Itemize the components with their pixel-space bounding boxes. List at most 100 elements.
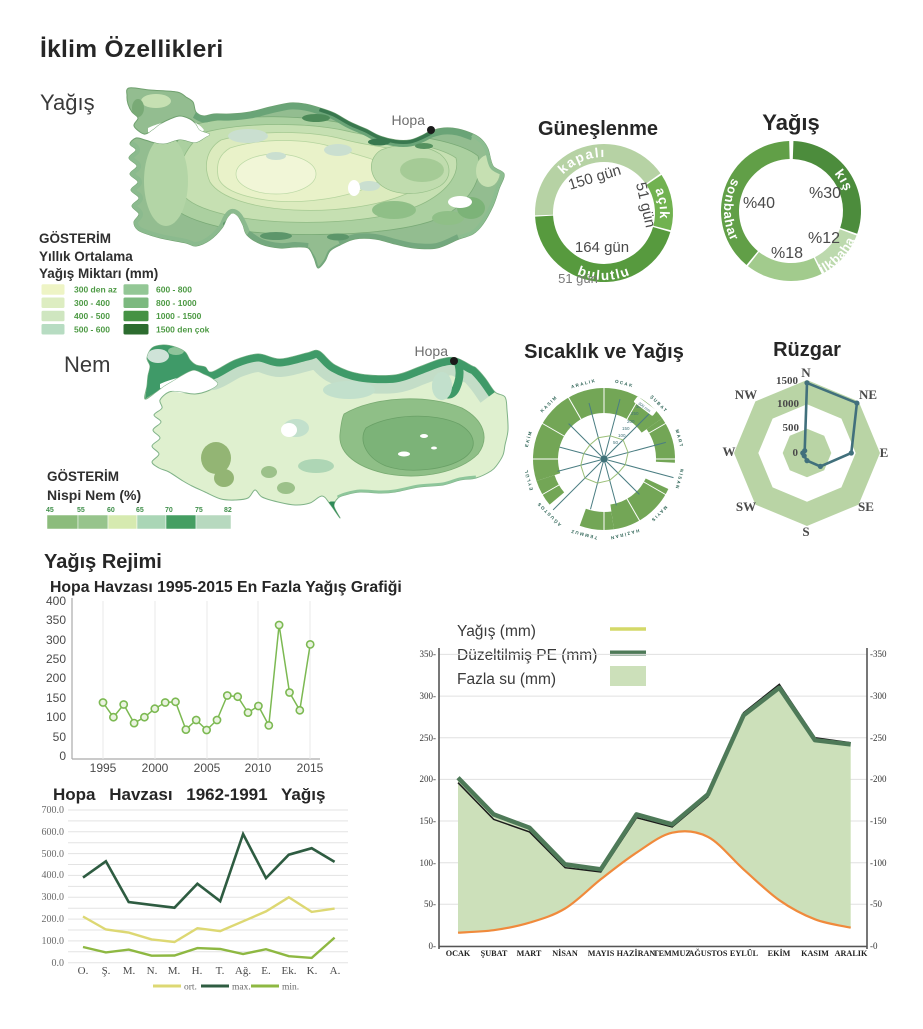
svg-text:250: 250 [46,652,66,666]
svg-text:EYLÜL: EYLÜL [730,949,759,958]
svg-text:EKİM: EKİM [768,948,791,958]
svg-text:1500 den çok: 1500 den çok [156,325,210,335]
svg-text:200-: 200- [420,774,437,784]
svg-text:%30: %30 [809,185,841,202]
svg-text:A.: A. [330,965,341,977]
svg-text:300: 300 [46,633,66,647]
svg-text:55: 55 [77,507,85,514]
svg-text:65: 65 [136,507,144,514]
svg-text:300-: 300- [420,691,437,701]
svg-text:EKİM: EKİM [523,429,533,447]
svg-text:60: 60 [107,507,115,514]
svg-text:Yağış (mm): Yağış (mm) [457,623,536,640]
svg-text:Hopa: Hopa [392,112,426,128]
svg-text:Ş.: Ş. [102,965,111,977]
svg-text:51 gün: 51 gün [558,271,598,286]
svg-text:M.: M. [168,965,181,977]
svg-text:150-: 150- [420,816,437,826]
svg-text:GÖSTERİM: GÖSTERİM [39,231,111,246]
svg-text:M.: M. [123,965,136,977]
svg-text:E.: E. [261,965,271,977]
svg-text:ARALIK: ARALIK [835,949,868,958]
svg-text:Yağış Rejimi: Yağış Rejimi [44,551,162,573]
svg-text:%12: %12 [808,230,840,247]
svg-text:-50: -50 [870,899,882,909]
svg-text:800 - 1000: 800 - 1000 [156,298,197,308]
svg-text:100.0: 100.0 [42,936,65,947]
svg-text:2000: 2000 [142,761,169,775]
svg-text:Nispi Nem (%): Nispi Nem (%) [47,487,141,503]
svg-text:2015: 2015 [297,761,324,775]
svg-text:AĞUSTOS: AĞUSTOS [689,948,728,958]
svg-text:Fazla su (mm): Fazla su (mm) [457,671,556,688]
svg-text:250: 250 [631,411,639,416]
svg-text:NW: NW [735,387,757,402]
svg-text:%18: %18 [771,245,803,262]
svg-text:200: 200 [627,419,635,424]
svg-text:SE: SE [858,499,874,514]
svg-text:NE: NE [859,387,877,402]
svg-text:ort.: ort. [184,983,197,993]
svg-text:OCAK: OCAK [614,379,634,389]
svg-text:50: 50 [613,440,619,445]
svg-text:0: 0 [59,749,66,763]
svg-text:-0: -0 [870,941,878,951]
svg-text:70: 70 [165,507,173,514]
svg-text:1995: 1995 [90,761,117,775]
svg-text:İklim Özellikleri: İklim Özellikleri [40,36,224,63]
svg-text:Güneşlenme: Güneşlenme [538,118,658,140]
svg-text:TEMMUZ: TEMMUZ [653,949,691,958]
svg-text:-250: -250 [870,733,887,743]
svg-text:150: 150 [46,691,66,705]
svg-text:75: 75 [195,507,203,514]
svg-text:50-: 50- [424,899,436,909]
svg-text:N.: N. [147,965,158,977]
svg-text:Hopa Havzası 1995-2015 En Fazl: Hopa Havzası 1995-2015 En Fazla Yağış Gr… [50,579,402,596]
svg-text:T.: T. [216,965,225,977]
svg-text:NİSAN: NİSAN [674,468,685,490]
svg-text:-300: -300 [870,691,887,701]
svg-text:500: 500 [783,422,800,434]
svg-text:Ağ.: Ağ. [235,965,251,977]
svg-text:Yağış Miktarı (mm): Yağış Miktarı (mm) [39,266,158,281]
svg-text:350-: 350- [420,649,437,659]
svg-text:1000 - 1500: 1000 - 1500 [156,311,202,321]
svg-text:100: 100 [46,710,66,724]
svg-text:-350: -350 [870,649,887,659]
svg-text:100: 100 [618,433,626,438]
svg-text:300 den az: 300 den az [74,285,117,295]
svg-text:O.: O. [78,965,89,977]
svg-text:300.0: 300.0 [42,892,65,903]
svg-text:600 - 800: 600 - 800 [156,285,192,295]
svg-text:ARALIK: ARALIK [570,378,596,390]
svg-text:45: 45 [46,507,54,514]
svg-text:-200: -200 [870,774,887,784]
svg-text:MAYIS: MAYIS [588,949,615,958]
svg-text:0.0: 0.0 [52,958,65,969]
svg-text:2005: 2005 [194,761,221,775]
svg-text:bulutlu: bulutlu [576,263,632,283]
svg-text:ŞUBAT: ŞUBAT [481,949,508,958]
svg-text:min.: min. [282,983,299,993]
svg-text:EYLÜL: EYLÜL [522,468,534,491]
svg-text:150: 150 [622,426,630,431]
svg-text:200: 200 [46,671,66,685]
svg-text:350: 350 [46,613,66,627]
svg-text:0-: 0- [429,941,437,951]
svg-text:MART: MART [675,429,685,449]
svg-text:500 - 600: 500 - 600 [74,325,110,335]
svg-text:Yağış: Yağış [762,110,819,135]
svg-text:1500: 1500 [776,375,799,387]
svg-text:-150: -150 [870,816,887,826]
svg-text:Nem: Nem [64,352,110,377]
svg-text:82: 82 [224,507,232,514]
svg-text:HAZİRAN: HAZİRAN [617,948,656,958]
svg-text:Ek.: Ek. [282,965,297,977]
svg-text:400 - 500: 400 - 500 [74,311,110,321]
svg-text:GÖSTERİM: GÖSTERİM [47,469,119,484]
svg-text:SW: SW [736,499,756,514]
svg-text:N: N [801,365,811,380]
svg-text:Hopa Havzası 1962-1991 Yağış: Hopa Havzası 1962-1991 Yağış [53,785,325,804]
svg-text:500.0: 500.0 [42,849,65,860]
svg-text:S: S [802,524,809,539]
